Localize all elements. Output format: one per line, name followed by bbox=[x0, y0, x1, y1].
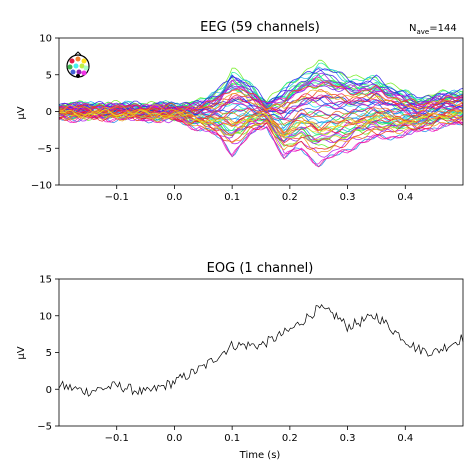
eog-ytick-label: −5 bbox=[37, 422, 52, 433]
eog-xtick-label: 0.0 bbox=[166, 433, 182, 444]
eeg-channel-trace bbox=[59, 110, 463, 144]
eog-axes-frame bbox=[58, 278, 464, 427]
eeg-ytick-label: −5 bbox=[37, 144, 52, 155]
eog-trace bbox=[58, 304, 464, 397]
eeg-ytick-label: 0 bbox=[46, 107, 52, 118]
eeg-channel-trace bbox=[59, 97, 463, 115]
eeg-xtick-label: 0.4 bbox=[397, 192, 413, 203]
eeg-ylabel: µV bbox=[16, 106, 27, 119]
eog-ytick-label: 0 bbox=[46, 385, 52, 396]
eog-ytick-label: 10 bbox=[39, 311, 52, 322]
eeg-title: EEG (59 channels) bbox=[200, 20, 320, 35]
eog-xtick-label: 0.1 bbox=[224, 433, 240, 444]
eeg-traces bbox=[59, 59, 463, 168]
eog-xtick-label: −0.1 bbox=[105, 433, 129, 444]
eeg-channel-trace bbox=[59, 89, 463, 114]
eeg-ytick-label: −10 bbox=[31, 181, 52, 192]
eog-xlabel: Time (s) bbox=[239, 450, 281, 461]
eog-panel: EOG (1 channel) µV Time (s) −0.1 0.0 0.1 0.… bbox=[16, 261, 464, 461]
eeg-xtick-label: 0.2 bbox=[282, 192, 298, 203]
eog-ytick-label: 5 bbox=[46, 348, 52, 359]
eog-title: EOG (1 channel) bbox=[207, 261, 314, 276]
eog-ticks: −0.1 0.0 0.1 0.2 0.3 0.4 −5 0 5 10 15 bbox=[37, 275, 413, 445]
eeg-panel: EEG (59 channels) Nave=144 µV −0.1 0.0 0.1… bbox=[16, 20, 464, 204]
eeg-xtick-label: −0.1 bbox=[105, 192, 129, 203]
eeg-xtick-label: 0.1 bbox=[224, 192, 240, 203]
eog-ytick-label: 15 bbox=[39, 275, 52, 286]
sensor-head-icon bbox=[66, 51, 90, 78]
eeg-channel-trace bbox=[59, 108, 463, 137]
eog-xtick-label: 0.3 bbox=[340, 433, 356, 444]
eeg-channel-trace bbox=[59, 66, 463, 110]
eog-ylabel: µV bbox=[16, 346, 27, 359]
eeg-ytick-label: 5 bbox=[46, 70, 52, 81]
eog-channel-trace bbox=[58, 304, 464, 397]
eeg-channel-trace bbox=[59, 105, 463, 122]
eeg-channel-trace bbox=[59, 108, 463, 133]
eeg-channel-trace bbox=[59, 89, 463, 114]
eeg-xtick-label: 0.0 bbox=[166, 192, 182, 203]
eeg-xtick-label: 0.3 bbox=[340, 192, 356, 203]
eeg-channel-trace bbox=[59, 111, 463, 142]
eeg-channel-trace bbox=[59, 109, 463, 137]
eog-xtick-label: 0.2 bbox=[282, 433, 298, 444]
eeg-ytick-label: 10 bbox=[39, 34, 52, 45]
eeg-ticks: −0.1 0.0 0.1 0.2 0.3 0.4 −10 −5 0 5 10 bbox=[31, 34, 413, 204]
eog-xtick-label: 0.4 bbox=[397, 433, 413, 444]
eeg-axes-frame bbox=[58, 37, 464, 186]
eeg-nave-annotation: Nave=144 bbox=[409, 23, 457, 36]
